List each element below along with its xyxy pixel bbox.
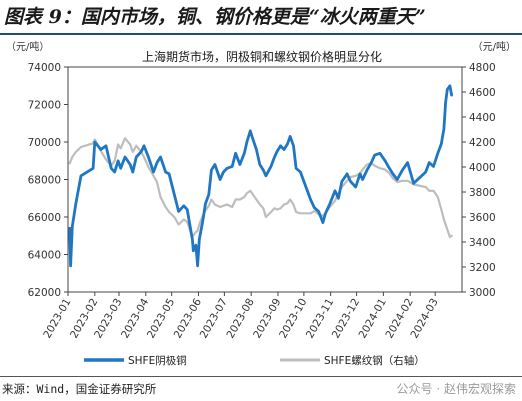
price-chart: （元/吨） （元/吨） 上海期货市场，阴极铜和螺纹钢价格明显分化 62000 64…: [6, 40, 516, 367]
right-tick-label: 4800: [469, 62, 496, 74]
right-axis-unit: （元/吨）: [473, 40, 516, 53]
series-line-rebar: [68, 137, 453, 239]
left-axis-unit: （元/吨）: [6, 40, 49, 53]
left-tick-label: 70000: [28, 137, 61, 149]
legend-label-copper: SHFE阴极铜: [128, 354, 187, 367]
plot-area-border: [67, 66, 463, 293]
chart-subtitle: 上海期货市场，阴极铜和螺纹钢价格明显分化: [142, 49, 382, 64]
right-tick-label: 4000: [469, 162, 496, 174]
source-note: 来源：Wind，国金证券研究所: [2, 382, 157, 396]
title-rule: [0, 33, 522, 35]
plot-frame: [67, 66, 463, 293]
right-tick-label: 3600: [469, 212, 496, 224]
left-tick-label: 64000: [28, 250, 61, 262]
right-tick-label: 3200: [469, 262, 496, 274]
figure-title: 图表 9：国内市场，铜、钢价格更是“冰火两重天”: [4, 6, 426, 28]
x-axis-ticks: 2023-012023-022023-032023-042023-052023-…: [41, 292, 441, 340]
left-tick-label: 72000: [28, 100, 61, 112]
right-tick-label: 3400: [469, 237, 496, 249]
series-layer: [68, 84, 454, 268]
left-tick-label: 74000: [28, 62, 61, 74]
left-tick-label: 66000: [28, 212, 61, 224]
source-rule: [0, 376, 522, 377]
left-axis-ticks: 62000 64000 66000 68000 70000 72000 74000: [28, 62, 68, 299]
watermark-text: 公众号 · 赵伟宏观探索: [396, 382, 516, 396]
right-axis-ticks: 3000 3200 3400 3600 3800 4000 4200 4400 4600 4800: [462, 62, 496, 299]
series-line-copper: [68, 84, 454, 268]
right-tick-label: 3800: [469, 187, 496, 199]
left-tick-label: 62000: [28, 287, 61, 299]
left-tick-label: 68000: [28, 175, 61, 187]
right-tick-label: 3000: [469, 287, 496, 299]
right-tick-label: 4400: [469, 112, 496, 124]
right-tick-label: 4600: [469, 87, 496, 99]
legend-label-rebar: SHFE螺纹钢（右轴）: [324, 354, 425, 367]
legend: SHFE阴极铜 SHFE螺纹钢（右轴）: [84, 354, 425, 367]
right-tick-label: 4200: [469, 137, 496, 149]
